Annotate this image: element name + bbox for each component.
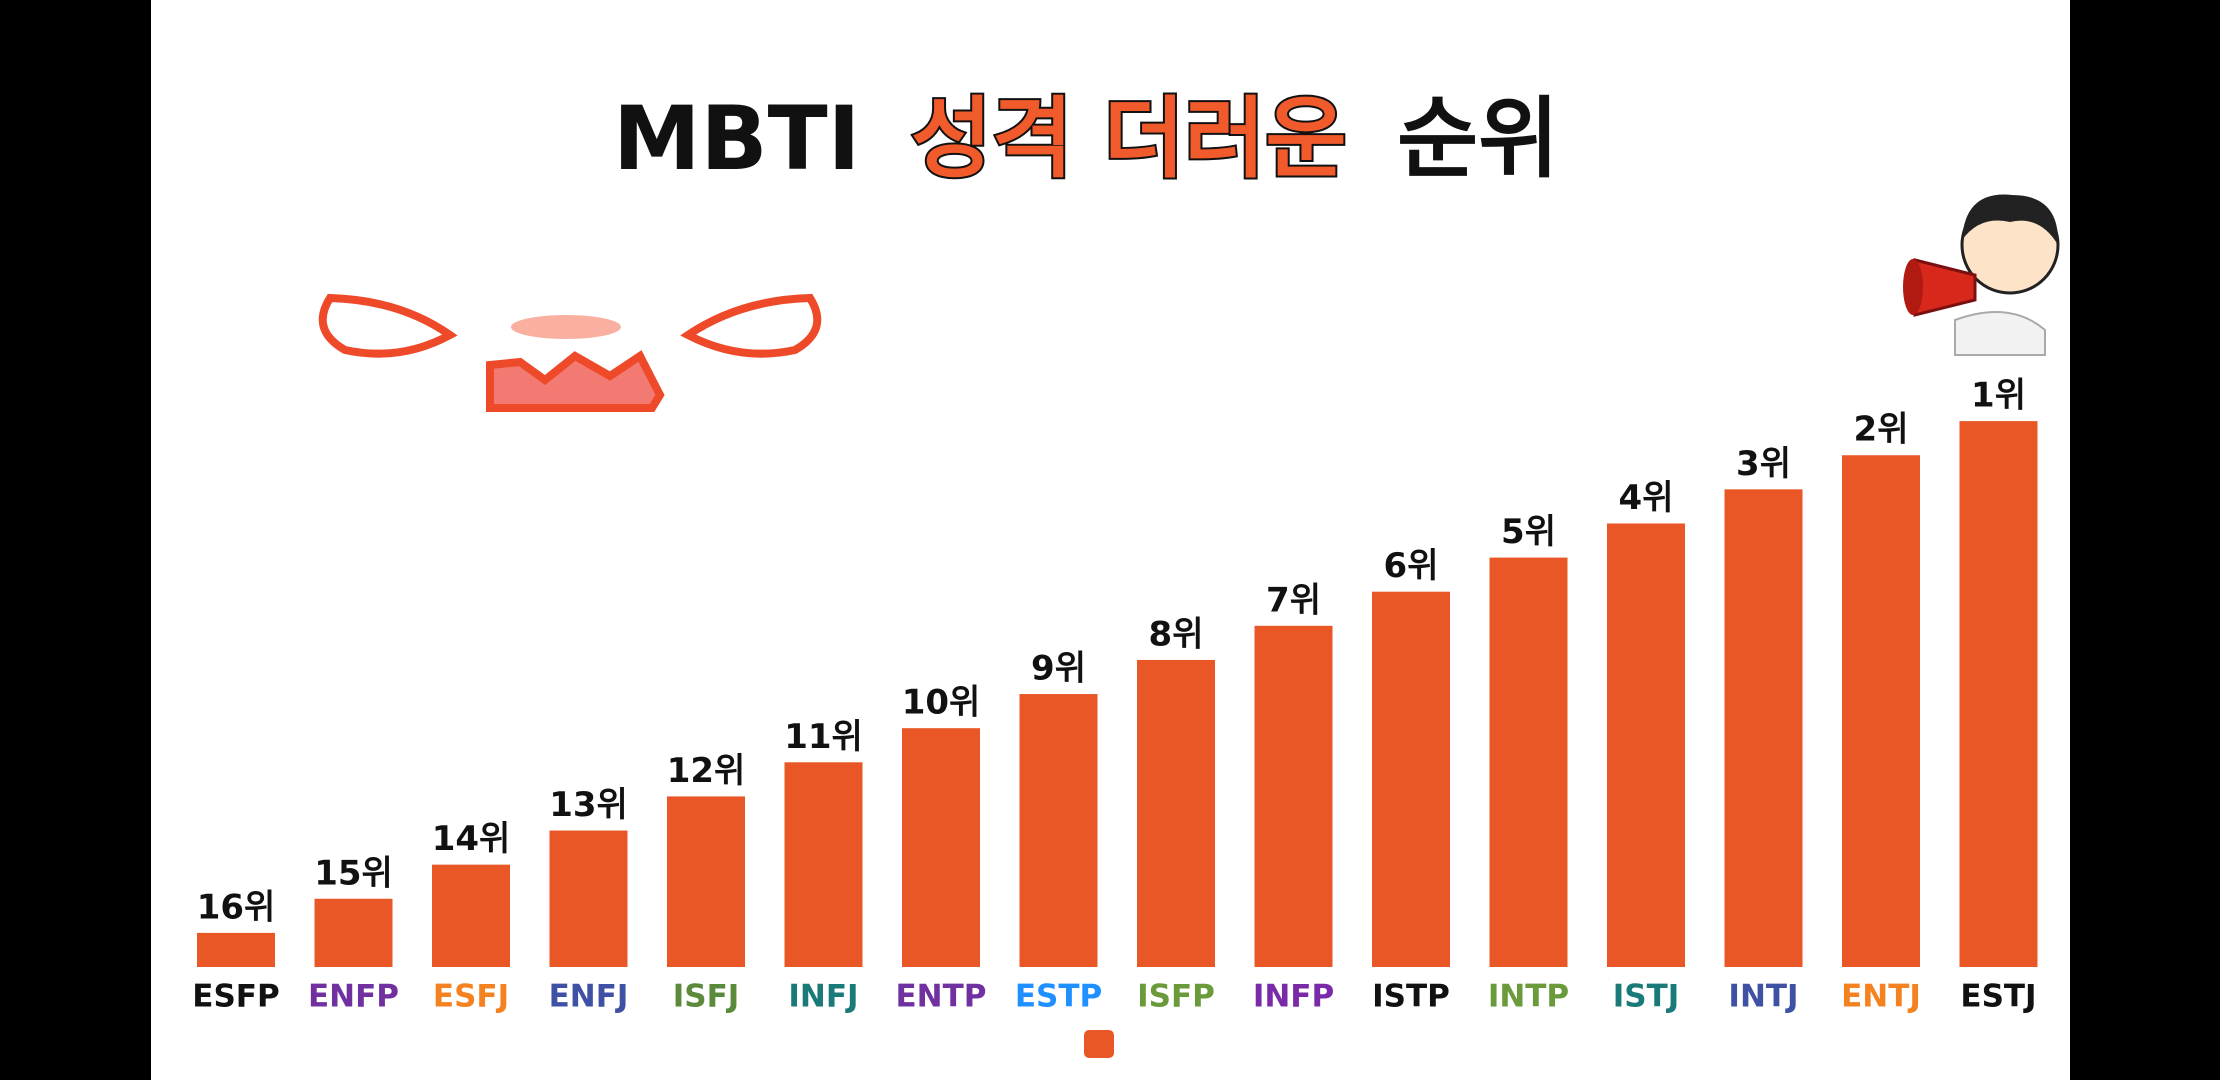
value-label: 12위 xyxy=(667,751,746,791)
x-tick-label: INTJ xyxy=(1728,979,1798,1015)
x-tick-label: ESFP xyxy=(192,979,279,1015)
value-label: 16위 xyxy=(197,887,276,927)
x-tick-label: INFP xyxy=(1253,979,1334,1015)
bar xyxy=(1489,557,1568,967)
bar xyxy=(314,898,393,967)
title-part: 성격 더러운 xyxy=(911,87,1346,190)
value-label: 15위 xyxy=(314,853,393,893)
x-tick-label: ENFP xyxy=(308,979,399,1015)
x-tick-label: ESTP xyxy=(1015,979,1102,1015)
x-tick-label: ENFJ xyxy=(549,979,629,1015)
bar xyxy=(1842,455,1920,967)
x-tick-label: ESTJ xyxy=(1960,979,2036,1015)
value-label: 11위 xyxy=(784,717,863,757)
title-part: MBTI xyxy=(613,87,860,190)
bar xyxy=(549,830,628,967)
value-label: 2위 xyxy=(1854,410,1909,450)
x-tick-label: INFJ xyxy=(788,979,858,1015)
value-label: 8위 xyxy=(1149,614,1204,654)
bar xyxy=(1019,694,1098,967)
x-tick-label: ISFJ xyxy=(673,979,740,1015)
value-label: 4위 xyxy=(1619,478,1674,518)
x-tick-label: ESFJ xyxy=(433,979,509,1015)
bar xyxy=(1607,523,1685,967)
value-label: 9위 xyxy=(1031,649,1086,689)
value-label: 5위 xyxy=(1501,512,1556,552)
legend-marker xyxy=(1084,1030,1114,1058)
character-icon xyxy=(1903,194,2060,356)
bar xyxy=(1724,489,1803,967)
value-label: 3위 xyxy=(1736,444,1791,484)
bar xyxy=(1372,591,1450,967)
value-label: 1위 xyxy=(1971,376,2026,416)
title-part: 순위 xyxy=(1397,87,1559,190)
bar xyxy=(667,796,745,967)
bar xyxy=(784,762,863,967)
value-label: 7위 xyxy=(1266,580,1321,620)
chart-title: MBTI 성격 더러운 순위 xyxy=(613,87,1559,190)
angry-face xyxy=(318,293,822,412)
value-label: 10위 xyxy=(902,683,981,723)
bar xyxy=(1254,625,1333,967)
value-label: 14위 xyxy=(432,819,511,859)
x-tick-label: ENTP xyxy=(896,979,987,1015)
bar xyxy=(432,864,510,967)
value-label: 13위 xyxy=(549,785,628,825)
bar xyxy=(902,728,980,967)
bar xyxy=(197,932,275,967)
x-tick-label: ISTP xyxy=(1372,979,1450,1015)
x-tick-label: INTP xyxy=(1488,979,1569,1015)
bar xyxy=(1959,421,2038,967)
bar xyxy=(1137,659,1215,967)
x-tick-label: ISTJ xyxy=(1613,979,1680,1015)
value-label: 6위 xyxy=(1384,546,1439,586)
x-tick-label: ISFP xyxy=(1137,979,1215,1015)
x-tick-label: ENTJ xyxy=(1841,979,1921,1015)
